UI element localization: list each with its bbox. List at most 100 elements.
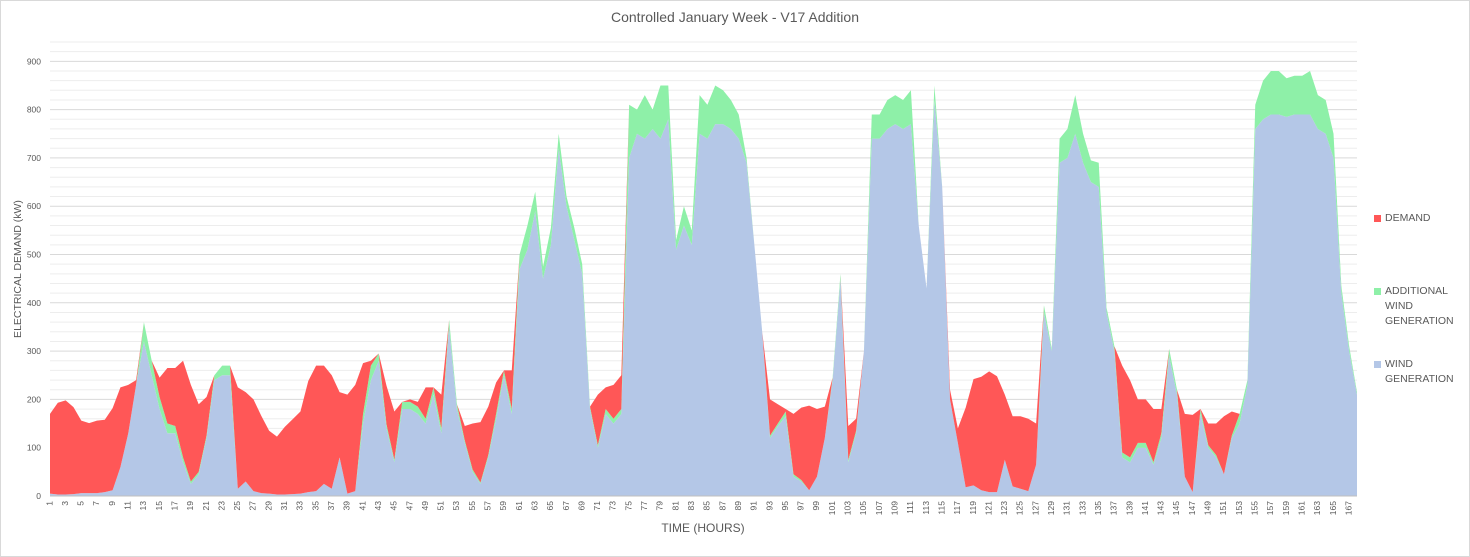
x-tick-label: 83 bbox=[686, 501, 696, 511]
x-tick-label: 131 bbox=[1062, 501, 1072, 515]
x-tick-label: 23 bbox=[216, 501, 226, 511]
x-tick-label: 77 bbox=[639, 501, 649, 511]
x-tick-label: 103 bbox=[843, 501, 853, 515]
chart-title: Controlled January Week - V17 Addition bbox=[611, 9, 859, 25]
x-tick-label: 97 bbox=[796, 501, 806, 511]
x-tick-label: 47 bbox=[404, 501, 414, 511]
x-tick-label: 101 bbox=[827, 501, 837, 515]
legend-label-additional-wind: ADDITIONAL WIND GENERATION bbox=[1385, 285, 1454, 327]
x-tick-label: 87 bbox=[717, 501, 727, 511]
x-tick-label: 15 bbox=[154, 501, 164, 511]
x-tick-label: 133 bbox=[1077, 501, 1087, 515]
y-tick-label: 600 bbox=[27, 201, 41, 211]
y-tick-label: 400 bbox=[27, 298, 41, 308]
x-tick-label: 79 bbox=[655, 501, 665, 511]
x-tick-label: 135 bbox=[1093, 501, 1103, 515]
x-tick-label: 39 bbox=[342, 501, 352, 511]
x-tick-label: 159 bbox=[1281, 501, 1291, 515]
area-series bbox=[50, 70, 1357, 497]
legend-swatch-additional-wind bbox=[1374, 288, 1381, 295]
x-tick-label: 9 bbox=[107, 501, 117, 506]
x-tick-label: 65 bbox=[545, 501, 555, 511]
x-tick-label: 129 bbox=[1046, 501, 1056, 515]
x-tick-label: 153 bbox=[1234, 501, 1244, 515]
x-tick-label: 43 bbox=[373, 501, 383, 511]
x-tick-label: 1 bbox=[44, 501, 54, 506]
x-axis-label: TIME (HOURS) bbox=[661, 521, 744, 535]
x-tick-label: 127 bbox=[1030, 501, 1040, 515]
y-tick-label: 900 bbox=[27, 56, 41, 66]
y-tick-label: 300 bbox=[27, 346, 41, 356]
x-tick-label: 155 bbox=[1250, 501, 1260, 515]
x-tick-label: 165 bbox=[1328, 501, 1338, 515]
x-tick-label: 67 bbox=[561, 501, 571, 511]
x-tick-label: 157 bbox=[1265, 501, 1275, 515]
x-tick-label: 5 bbox=[76, 501, 86, 506]
x-tick-label: 147 bbox=[1187, 501, 1197, 515]
x-tick-label: 109 bbox=[889, 501, 899, 515]
x-tick-label: 19 bbox=[185, 501, 195, 511]
x-tick-label: 13 bbox=[138, 501, 148, 511]
x-tick-label: 17 bbox=[169, 501, 179, 511]
x-tick-label: 95 bbox=[780, 501, 790, 511]
x-tick-label: 105 bbox=[858, 501, 868, 515]
x-tick-label: 99 bbox=[811, 501, 821, 511]
legend-label-wind: WIND GENERATION bbox=[1385, 358, 1454, 385]
x-tick-label: 93 bbox=[764, 501, 774, 511]
legend-swatch-wind bbox=[1374, 361, 1381, 368]
x-tick-label: 121 bbox=[983, 501, 993, 515]
x-tick-label: 81 bbox=[670, 501, 680, 511]
area-wind-generation bbox=[50, 99, 1357, 497]
area-additional-wind-generation bbox=[50, 70, 1357, 495]
x-tick-label: 149 bbox=[1203, 501, 1213, 515]
x-tick-label: 59 bbox=[498, 501, 508, 511]
x-tick-label: 163 bbox=[1312, 501, 1322, 515]
x-tick-label: 141 bbox=[1140, 501, 1150, 515]
x-tick-label: 117 bbox=[952, 501, 962, 515]
x-tick-label: 91 bbox=[749, 501, 759, 511]
x-tick-label: 49 bbox=[420, 501, 430, 511]
x-tick-label: 113 bbox=[921, 501, 931, 515]
y-tick-label: 0 bbox=[36, 491, 41, 501]
x-tick-label: 85 bbox=[702, 501, 712, 511]
x-tick-labels: 1 3 5 7 9 11 13 15 17 19 21 23 25 27 29 31 33 35 37 39 41 43 4… bbox=[44, 501, 1353, 515]
x-tick-label: 35 bbox=[310, 501, 320, 511]
y-tick-label: 700 bbox=[27, 153, 41, 163]
x-tick-label: 31 bbox=[279, 501, 289, 511]
x-tick-label: 119 bbox=[968, 501, 978, 515]
x-tick-label: 51 bbox=[436, 501, 446, 511]
x-tick-label: 73 bbox=[608, 501, 618, 511]
legend-label-demand: DEMAND bbox=[1385, 212, 1431, 224]
legend-swatch-demand bbox=[1374, 215, 1381, 222]
x-tick-label: 55 bbox=[467, 501, 477, 511]
x-tick-label: 37 bbox=[326, 501, 336, 511]
x-tick-label: 21 bbox=[201, 501, 211, 511]
x-tick-label: 145 bbox=[1171, 501, 1181, 515]
x-tick-label: 167 bbox=[1343, 501, 1353, 515]
x-tick-label: 115 bbox=[936, 501, 946, 515]
y-tick-label: 500 bbox=[27, 250, 41, 260]
x-tick-label: 139 bbox=[1124, 501, 1134, 515]
x-tick-label: 75 bbox=[623, 501, 633, 511]
x-tick-label: 151 bbox=[1218, 501, 1228, 515]
area-demand bbox=[50, 70, 1357, 495]
x-tick-label: 45 bbox=[389, 501, 399, 511]
y-tick-label: 200 bbox=[27, 394, 41, 404]
x-tick-label: 25 bbox=[232, 501, 242, 511]
x-tick-label: 71 bbox=[592, 501, 602, 511]
x-tick-label: 41 bbox=[357, 501, 367, 511]
x-tick-label: 107 bbox=[874, 501, 884, 515]
x-tick-label: 125 bbox=[1015, 501, 1025, 515]
x-tick-label: 123 bbox=[999, 501, 1009, 515]
x-tick-label: 161 bbox=[1296, 501, 1306, 515]
x-tick-label: 137 bbox=[1109, 501, 1119, 515]
y-tick-labels: 0 100 200 300 400 500 600 700 800 900 bbox=[27, 56, 41, 501]
x-tick-label: 111 bbox=[905, 501, 915, 514]
x-tick-label: 57 bbox=[483, 501, 493, 511]
x-tick-label: 11 bbox=[123, 501, 133, 510]
y-tick-label: 100 bbox=[27, 443, 41, 453]
y-tick-label: 800 bbox=[27, 105, 41, 115]
x-tick-label: 89 bbox=[733, 501, 743, 511]
x-tick-label: 53 bbox=[451, 501, 461, 511]
